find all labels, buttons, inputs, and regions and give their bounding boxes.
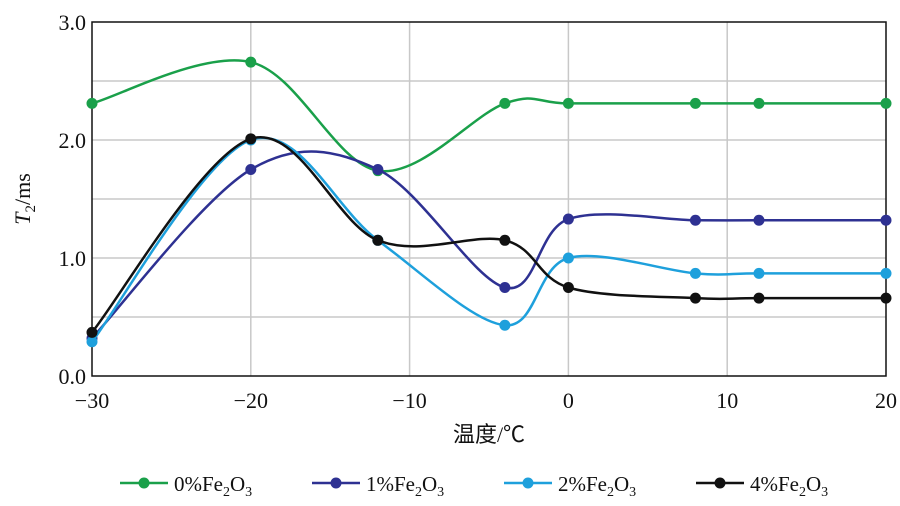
data-point (689, 267, 701, 279)
legend-marker (714, 477, 726, 489)
series-3 (86, 133, 892, 338)
data-point (86, 97, 98, 109)
legend-label: 1%Fe2O3 (366, 472, 444, 500)
data-point (753, 292, 765, 304)
data-point (372, 234, 384, 246)
data-point (372, 164, 384, 175)
data-point (86, 336, 98, 348)
data-point (753, 214, 765, 226)
data-point (689, 214, 701, 226)
series-2 (86, 134, 892, 348)
y-tick-label: 2.0 (59, 128, 87, 153)
data-point (245, 56, 257, 68)
data-point (562, 97, 574, 109)
legend: 0%Fe2O3 1%Fe2O3 2%Fe2O3 4%Fe2O3 (120, 472, 828, 500)
data-point (499, 282, 511, 293)
series-line (91, 59, 886, 173)
data-point (880, 214, 892, 226)
x-tick-label: −20 (234, 388, 268, 413)
data-point (880, 292, 892, 304)
data-point (562, 213, 574, 225)
data-point (245, 133, 257, 145)
legend-label: 4%Fe2O3 (750, 472, 828, 500)
data-point (880, 267, 892, 279)
legend-marker (330, 477, 342, 489)
data-point (689, 97, 701, 109)
y-tick-label: 3.0 (59, 10, 87, 35)
x-tick-label: −30 (75, 388, 109, 413)
x-axis-label: 温度/℃ (453, 422, 525, 447)
series-1 (86, 150, 892, 344)
y-tick-label: 0.0 (59, 364, 87, 389)
series-0 (86, 56, 892, 177)
data-point (499, 234, 511, 246)
data-point (562, 282, 574, 293)
legend-marker (522, 477, 534, 489)
y-axis-label: T2/ms (10, 173, 39, 225)
data-point (499, 319, 511, 331)
legend-marker (138, 477, 150, 489)
series-line (91, 150, 886, 340)
data-point (753, 267, 765, 279)
x-tick-label: 10 (716, 388, 738, 413)
y-tick-label: 1.0 (59, 246, 87, 271)
data-point (499, 97, 511, 109)
data-point (689, 292, 701, 304)
legend-label: 2%Fe2O3 (558, 472, 636, 500)
x-tick-label: −10 (392, 388, 426, 413)
legend-label: 0%Fe2O3 (174, 472, 252, 500)
plot-frame (91, 21, 887, 377)
x-tick-label: 0 (563, 388, 574, 413)
data-point (562, 252, 574, 264)
data-point (880, 97, 892, 109)
data-point (753, 97, 765, 109)
x-tick-label: 20 (875, 388, 897, 413)
data-point (245, 164, 257, 175)
series-line (91, 135, 886, 334)
grid (92, 22, 886, 376)
data-point (86, 326, 98, 338)
